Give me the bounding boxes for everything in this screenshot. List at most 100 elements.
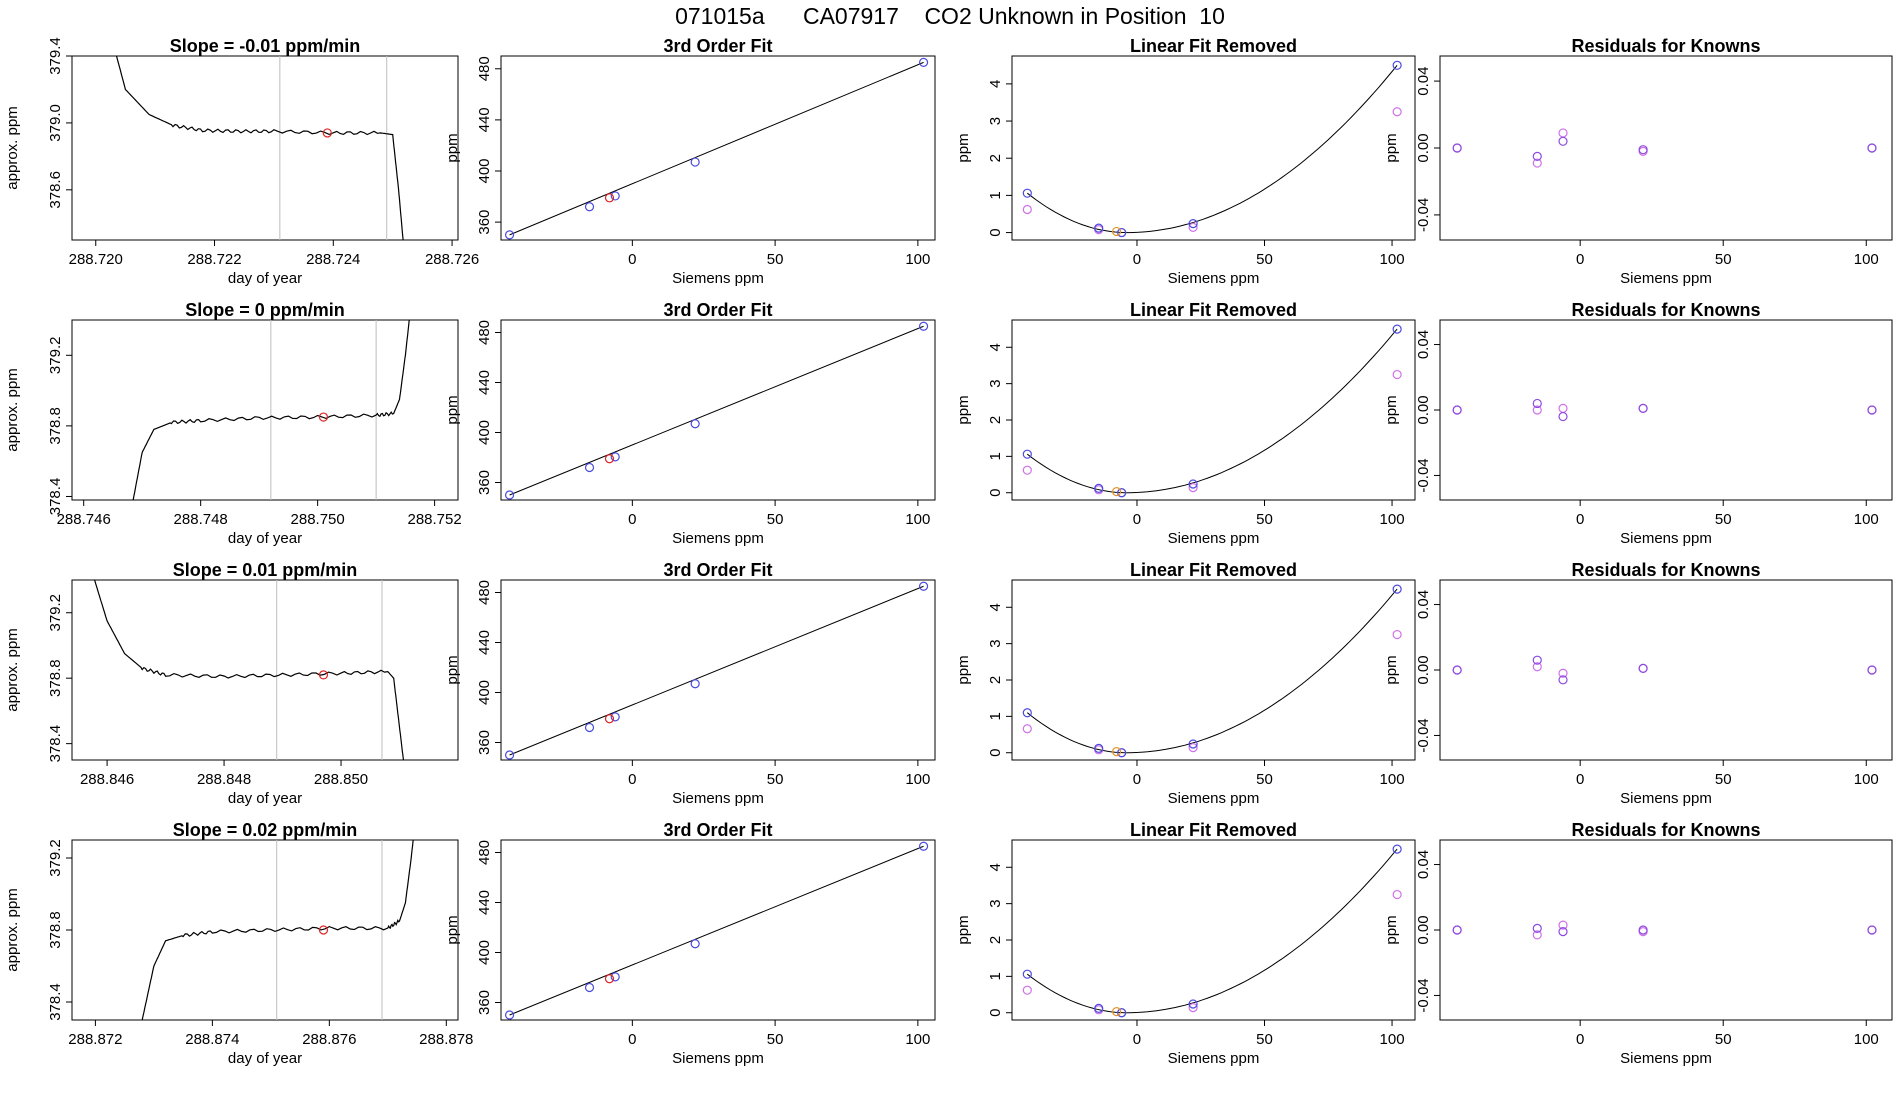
known-point	[1022, 449, 1032, 459]
concentration-trace	[132, 320, 410, 500]
y-tick-label: 0.00	[1415, 395, 1432, 424]
x-tick-label: 288.850	[314, 771, 368, 788]
x-tick-label: 288.722	[187, 251, 241, 268]
x-tick-label: 100	[1854, 1031, 1879, 1048]
blue-residual	[1532, 923, 1542, 933]
y-axis-label: ppm	[1383, 655, 1400, 684]
y-tick-label: 379.4	[47, 37, 64, 75]
panel-title: 3rd Order Fit	[663, 820, 772, 840]
magenta-residual	[1532, 158, 1542, 168]
x-axis-label: Siemens ppm	[1620, 530, 1712, 547]
plot-area	[132, 320, 410, 500]
x-tick-label: 288.872	[68, 1031, 122, 1048]
known-point	[1188, 219, 1198, 229]
average-marker	[318, 412, 329, 422]
x-axis-label: Siemens ppm	[672, 790, 764, 807]
plot-area	[1022, 584, 1402, 758]
y-tick-label: 400	[476, 158, 493, 183]
y-tick-label: 400	[476, 940, 493, 965]
magenta-point	[1392, 369, 1402, 380]
plot-frame	[71, 319, 459, 501]
known-point	[1022, 969, 1032, 979]
y-axis-label: ppm	[955, 655, 972, 684]
panel-lin-row-3: Linear Fit Removed 0 50 100 0 1 2 3 4 Siemens ppm…	[955, 560, 1416, 807]
plot-area	[1022, 844, 1402, 1018]
known-point	[504, 230, 515, 240]
unknown-point	[1111, 487, 1122, 497]
fit-line	[509, 585, 924, 756]
blue-residual	[1558, 927, 1568, 937]
unknown-point	[604, 193, 615, 203]
x-tick-label: 50	[1256, 251, 1273, 268]
y-axis-label: approx. ppm	[4, 106, 21, 189]
x-tick-label: 100	[1380, 251, 1405, 268]
known-point	[584, 722, 595, 733]
x-tick-label: 100	[1854, 251, 1879, 268]
x-tick-label: 0	[1133, 251, 1141, 268]
magenta-point	[1022, 985, 1032, 995]
x-axis-label: Siemens ppm	[672, 270, 764, 287]
magenta-point	[1188, 222, 1198, 232]
panel-title: Linear Fit Removed	[1130, 560, 1297, 580]
panel-title: Linear Fit Removed	[1130, 300, 1297, 320]
y-tick-label: 4	[987, 603, 1004, 611]
x-tick-label: 288.874	[185, 1031, 239, 1048]
unknown-point	[1111, 1007, 1122, 1017]
x-tick-label: 100	[905, 771, 930, 788]
y-axis-label: ppm	[1383, 133, 1400, 162]
panel-time-row-3: Slope = 0.01 ppm/min 288.846 288.848 288.85…	[4, 560, 459, 807]
known-point	[690, 679, 700, 689]
magenta-residual	[1558, 920, 1568, 930]
y-tick-label: 379.0	[47, 104, 64, 142]
known-point	[1022, 708, 1032, 718]
known-point	[610, 712, 620, 722]
known-point	[1392, 324, 1402, 334]
y-tick-label: 3	[987, 639, 1004, 647]
x-axis-label: day of year	[228, 270, 302, 287]
blue-residual	[1867, 925, 1877, 935]
plot-frame	[71, 579, 459, 761]
plot-frame	[1011, 839, 1416, 1021]
average-marker	[318, 670, 329, 680]
y-axis-label: ppm	[1383, 395, 1400, 424]
x-tick-label: 288.746	[57, 511, 111, 528]
plot-frame	[1011, 55, 1416, 241]
blue-residual	[1867, 665, 1877, 675]
panel-title: Residuals for Knowns	[1571, 820, 1760, 840]
y-tick-label: 4	[987, 80, 1004, 88]
known-point	[918, 841, 929, 851]
y-tick-label: 379.2	[47, 594, 64, 632]
panel-fit-row-1: 3rd Order Fit 0 50 100 360 400 440 480 Siemens p…	[444, 36, 936, 287]
y-axis-label: ppm	[955, 915, 972, 944]
y-tick-label: 4	[987, 863, 1004, 871]
y-tick-label: 360	[476, 730, 493, 755]
y-tick-label: 0.04	[1415, 330, 1432, 359]
magenta-point	[1188, 743, 1198, 753]
known-point	[1188, 739, 1198, 749]
concentration-trace	[115, 56, 404, 240]
x-tick-label: 50	[1256, 1031, 1273, 1048]
average-marker	[322, 128, 332, 138]
y-tick-label: 378.8	[47, 407, 64, 445]
y-tick-label: 480	[476, 840, 493, 865]
unknown-point	[604, 974, 615, 984]
page-title: 071015a CA07917 CO2 Unknown in Position …	[675, 3, 1225, 29]
blue-residual	[1452, 665, 1462, 675]
x-tick-label: 0	[628, 1031, 636, 1048]
magenta-point	[1188, 1003, 1198, 1013]
y-axis-label: ppm	[444, 655, 461, 684]
y-tick-label: 440	[476, 370, 493, 395]
y-tick-label: 360	[476, 470, 493, 495]
y-tick-label: 360	[476, 990, 493, 1015]
y-tick-label: 2	[987, 154, 1004, 162]
x-axis-label: day of year	[228, 530, 302, 547]
y-axis-label: approx. ppm	[4, 368, 21, 451]
blue-residual	[1452, 925, 1462, 935]
x-tick-label: 0	[628, 251, 636, 268]
panel-title: Slope = 0.02 ppm/min	[173, 820, 358, 840]
blue-residual	[1867, 143, 1877, 153]
x-tick-label: 288.748	[174, 511, 228, 528]
x-tick-label: 50	[1256, 511, 1273, 528]
known-point	[1188, 999, 1198, 1009]
x-tick-label: 288.846	[80, 771, 134, 788]
